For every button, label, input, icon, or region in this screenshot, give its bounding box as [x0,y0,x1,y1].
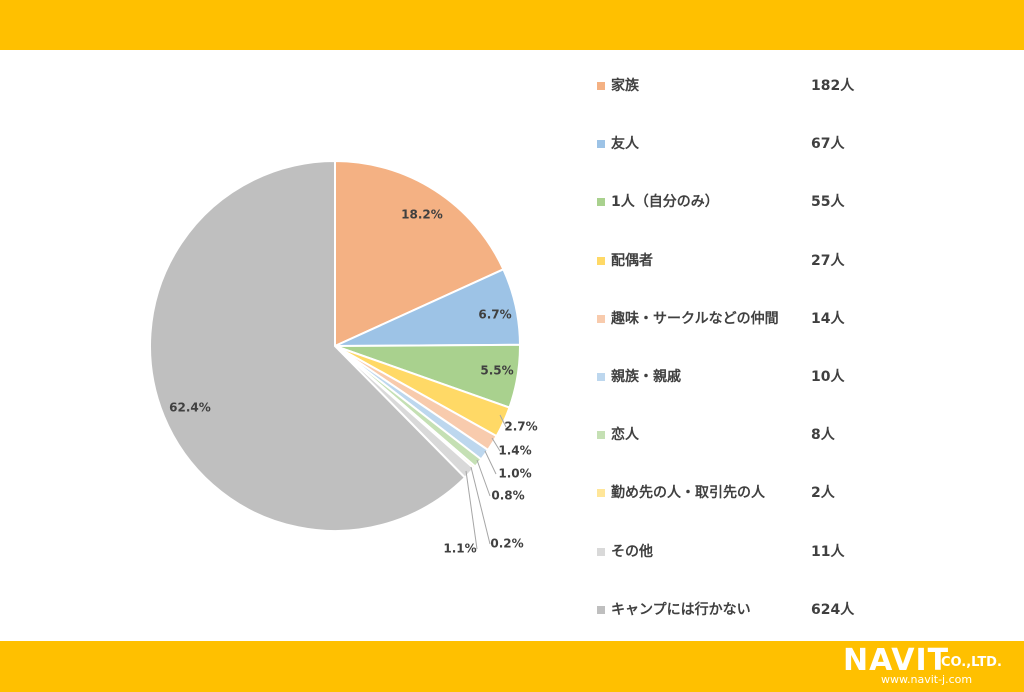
legend-label: 恋人 [611,427,639,444]
legend-count: 2人 [811,485,835,502]
slice-percent-label: 1.1% [443,542,476,556]
pie-slice [149,159,467,532]
slice-percent-label: 0.2% [490,537,523,551]
legend-swatch [597,489,605,498]
company-logo: NAVIT CO.,LTD. www.navit-j.com [843,645,1018,689]
slice-percent-label: 6.7% [478,308,511,322]
legend-count: 27人 [811,252,845,269]
legend-count: 55人 [811,194,845,211]
legend-swatch [597,373,605,381]
logo-suffix: CO.,LTD. [941,655,1002,670]
legend-count: 624人 [811,601,855,618]
leader-line [484,450,497,475]
legend-count: 67人 [811,136,845,153]
legend-count: 8人 [811,427,835,444]
legend-item: 配偶者 27人 [597,251,877,271]
slice-percent-label: 62.4% [169,401,211,415]
legend-item: キャンプには行かない 624人 [597,600,877,620]
legend-count: 10人 [811,369,845,385]
pie-chart: 18.2% 6.7% 5.5% 2.7% 1.4% 1.0% 0.8% 0.2% 1.1% 62.… [149,159,538,556]
legend-item: 1人（自分のみ） 55人 [597,192,877,212]
legend-swatch [597,431,605,440]
logo-url: www.navit-j.com [881,673,973,686]
top-banner [0,0,1024,50]
legend-label: 友人 [611,136,639,153]
legend-swatch [597,140,605,149]
legend-count: 11人 [811,543,845,560]
legend-label: その他 [611,543,653,560]
leader-line [476,459,491,497]
legend-item: 家族 182人 [597,76,877,96]
legend-item: 友人 67人 [597,134,877,154]
slice-percent-label: 18.2% [401,208,443,222]
legend-label: 配偶者 [611,252,653,269]
leader-line [491,437,501,452]
legend-label: 勤め先の人・取引先の人 [611,485,765,502]
legend-item: 親族・親戚 10人 [597,367,877,387]
logo-name: NAVIT [843,643,950,678]
legend-swatch [597,605,605,614]
leader-line [465,470,478,550]
legend-swatch [597,547,605,556]
legend-count: 14人 [811,310,845,327]
slice-percent-label: 1.4% [498,444,531,458]
legend-swatch [597,314,605,323]
legend-swatch [597,256,605,265]
slice-percent-label: 1.0% [498,467,531,481]
legend-swatch [597,198,605,207]
legend-label: 趣味・サークルなどの仲間 [611,310,779,327]
legend-label: キャンプには行かない [611,601,751,618]
slice-percent-label: 5.5% [480,364,513,378]
leader-line [499,414,507,428]
legend-label: 1人（自分のみ） [611,194,719,211]
slice-percent-label: 0.8% [491,489,524,503]
legend-label: 家族 [611,78,639,94]
leader-line [470,466,491,545]
legend-item: 勤め先の人・取引先の人 2人 [597,483,877,503]
legend-item: 恋人 8人 [597,425,877,445]
slice-percent-label: 2.7% [504,420,537,434]
bottom-banner [0,641,1024,692]
legend-item: 趣味・サークルなどの仲間 14人 [597,309,877,329]
legend-item: その他 11人 [597,542,877,562]
pie-slice [334,159,505,348]
legend-swatch [597,82,605,90]
legend-count: 182人 [811,78,855,94]
legend-label: 親族・親戚 [611,369,681,385]
